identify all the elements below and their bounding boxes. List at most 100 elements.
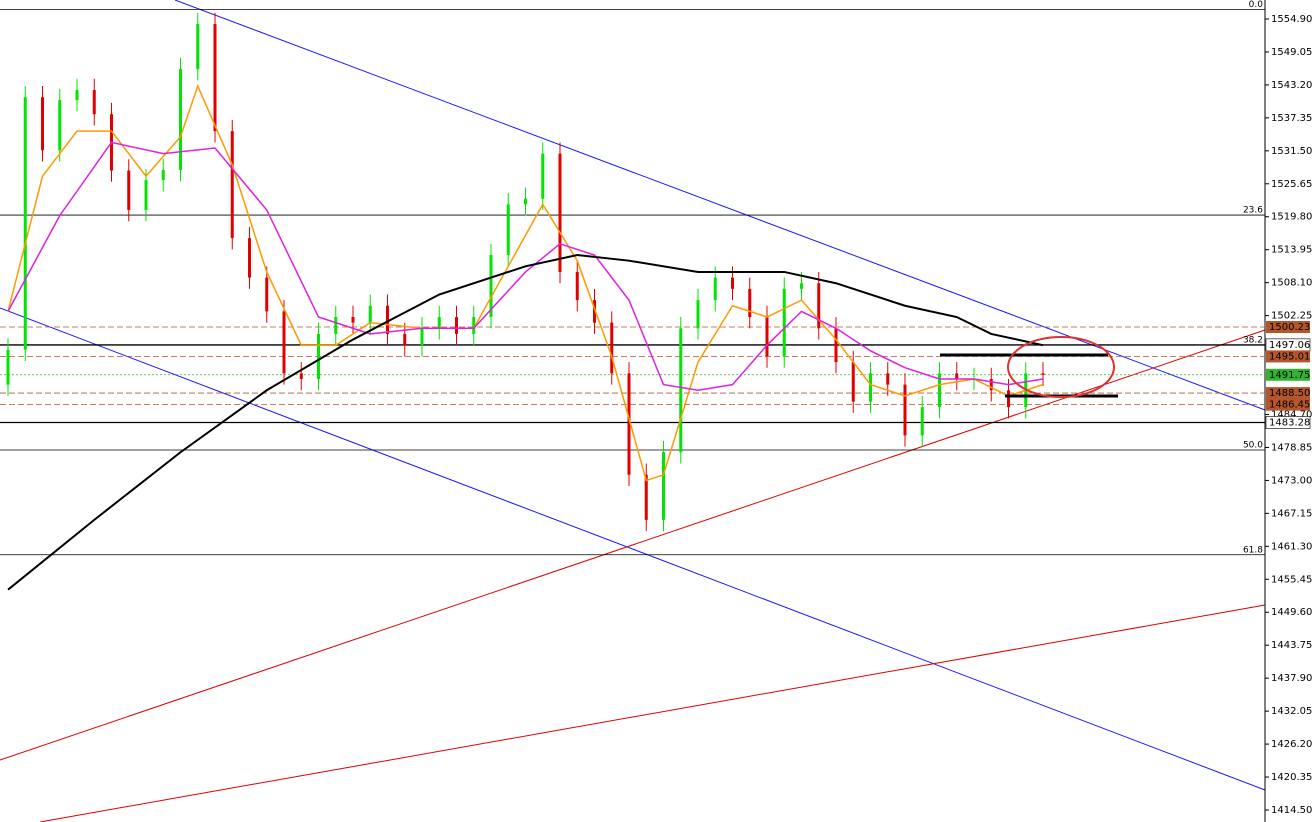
y-tick-label: 1443.75 — [1271, 640, 1312, 651]
y-tick-label: 1473.00 — [1271, 475, 1312, 486]
candle-body — [989, 378, 993, 391]
price-label: 1497.06 — [1269, 340, 1310, 351]
candle-body — [489, 255, 493, 318]
candle-body — [248, 238, 251, 278]
candle-body — [213, 24, 217, 132]
y-tick-label: 1449.60 — [1271, 607, 1312, 618]
candle-body — [351, 317, 355, 323]
candle-body — [558, 153, 562, 272]
candle-body — [713, 277, 717, 301]
candle-body — [299, 373, 303, 379]
candle-body — [541, 153, 545, 199]
y-tick-label: 1437.90 — [1271, 673, 1312, 684]
candle-body — [869, 373, 872, 402]
drawings — [0, 0, 1266, 822]
y-tick-label: 1432.05 — [1271, 706, 1312, 717]
y-tick-label: 1478.85 — [1271, 442, 1312, 453]
moving-average — [7, 141, 1044, 392]
candle-body — [127, 170, 131, 210]
trendline — [0, 329, 1266, 761]
fib-label: 0.0 — [1249, 0, 1264, 10]
y-tick-label: 1525.65 — [1271, 179, 1312, 190]
candle-body — [886, 373, 890, 385]
candle-body — [161, 169, 165, 181]
trendline — [174, 0, 1266, 411]
price-label-box — [1266, 398, 1310, 411]
y-tick-label: 1414.50 — [1271, 805, 1312, 816]
candle-body — [265, 277, 269, 312]
candle-body — [437, 317, 441, 329]
candle-body — [938, 373, 941, 408]
candle-body — [627, 373, 631, 475]
candle-body — [955, 373, 959, 379]
candle-body — [575, 271, 579, 301]
fib-label: 61.8 — [1243, 545, 1263, 555]
candle-body — [524, 198, 527, 205]
candle-body — [196, 24, 200, 70]
fib-label: 38.2 — [1243, 336, 1263, 346]
candle-body — [610, 322, 614, 374]
y-tick-label: 1484.70 — [1271, 409, 1312, 420]
y-tick-label: 1426.20 — [1271, 739, 1312, 750]
y-tick-label: 1543.20 — [1271, 80, 1312, 91]
moving-average — [7, 83, 1044, 482]
price-label: 1500.23 — [1269, 322, 1310, 333]
y-tick-label: 1455.45 — [1271, 574, 1312, 585]
candle-body — [903, 384, 907, 436]
candle-body — [782, 288, 786, 357]
candle-body — [144, 180, 148, 210]
candle-body — [179, 69, 182, 170]
candle-body — [748, 288, 752, 318]
y-tick-label: 1502.25 — [1271, 311, 1312, 322]
y-tick-label: 1537.35 — [1271, 113, 1312, 124]
annotation-ellipse — [1007, 336, 1115, 398]
price-label-box — [1266, 368, 1310, 381]
candle-body — [696, 300, 700, 329]
price-label-box — [1265, 416, 1311, 429]
y-tick-label: 1467.15 — [1271, 508, 1312, 519]
candle-body — [75, 89, 79, 101]
price-label: 1491.75 — [1269, 370, 1310, 381]
candle-body — [1007, 390, 1010, 408]
candle-body — [58, 100, 62, 151]
price-label: 1488.50 — [1269, 388, 1310, 399]
price-label-box — [1266, 387, 1310, 400]
candle-body — [386, 305, 389, 334]
candle-body — [765, 317, 769, 357]
candle-body — [92, 89, 96, 115]
trendline — [39, 604, 1266, 822]
candle-body — [679, 328, 683, 453]
candle-body — [6, 349, 10, 385]
candle-body — [317, 333, 320, 379]
y-tick-label: 1519.80 — [1271, 212, 1312, 223]
candle-body — [731, 277, 734, 289]
fib-label: 50.0 — [1243, 440, 1263, 450]
candle-body — [403, 333, 407, 346]
y-tick-label: 1461.30 — [1271, 541, 1312, 552]
candle-body — [23, 97, 27, 350]
candle-body — [41, 97, 44, 151]
candle-body — [282, 311, 286, 374]
candle-body — [834, 328, 838, 363]
price-label: 1495.01 — [1269, 351, 1310, 362]
candle-body — [851, 362, 855, 402]
candle-body — [368, 305, 372, 323]
candle-body — [230, 131, 234, 239]
price-label: 1483.28 — [1269, 417, 1310, 428]
fib-label: 23.6 — [1243, 206, 1263, 216]
moving-average — [7, 254, 1044, 591]
y-tick-label: 1549.05 — [1271, 47, 1312, 58]
candle-body — [420, 328, 424, 346]
candle-body — [506, 204, 510, 256]
price-label-box — [1266, 320, 1310, 333]
y-tick-label: 1513.95 — [1271, 245, 1312, 256]
y-tick-label: 1508.10 — [1271, 278, 1312, 289]
candle-body — [593, 300, 596, 323]
candle-body — [455, 317, 458, 334]
axis-background — [1266, 0, 1312, 822]
y-tick-label: 1554.90 — [1271, 14, 1312, 25]
candle-body — [1041, 373, 1045, 375]
y-tick-label: 1531.50 — [1271, 146, 1312, 157]
